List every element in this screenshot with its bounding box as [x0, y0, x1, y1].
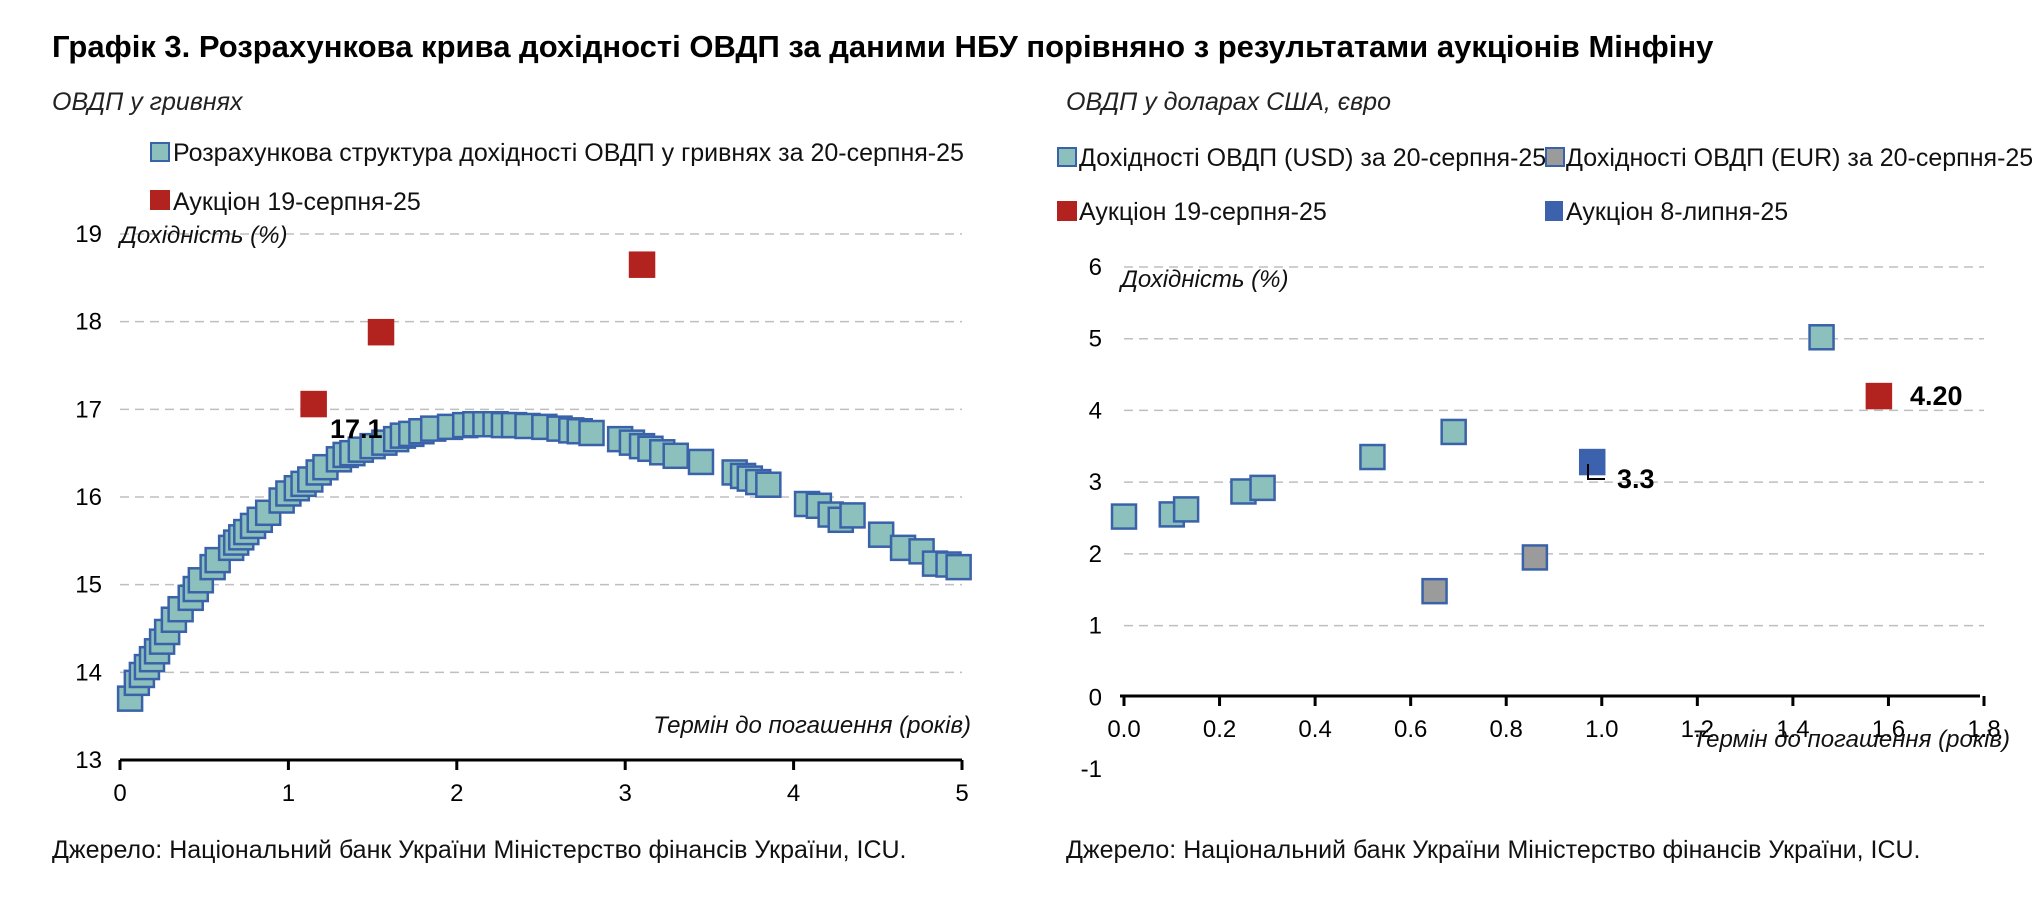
- fx-point-gray: [1521, 544, 1549, 571]
- chart-fx-x-axis-label: Термін до погашення (років): [1692, 726, 2010, 753]
- chart-fx-annotation-0: 4.20: [1910, 381, 1963, 411]
- fx-x-tick-label: 0.4: [1298, 716, 1331, 743]
- uah-point-teal: [839, 502, 866, 529]
- uah-point-teal: [662, 442, 689, 470]
- chart-uah: ОВДП у гривнях Розрахункова структура до…: [52, 88, 972, 864]
- chart-fx-gridlines: [1124, 266, 1984, 627]
- fx-x-tick-label: 0.0: [1107, 716, 1140, 743]
- fx-y-tick-label: 6: [1089, 254, 1102, 281]
- chart-fx-y-axis-label: Дохідність (%): [1118, 266, 1288, 293]
- uah-x-tick-label: 0: [113, 780, 126, 807]
- fx-x-tick-label: 0.6: [1394, 716, 1427, 743]
- chart-fx-leader-line: [1587, 464, 1605, 480]
- chart-uah-legend: Розрахункова структура дохідності ОВДП у…: [150, 139, 964, 216]
- chart-uah-gridlines: [120, 233, 962, 674]
- fx-y-tick-label: 5: [1089, 326, 1102, 353]
- legend-auction-jul-marker: [1545, 201, 1563, 221]
- legend-teal-marker: [150, 142, 170, 162]
- fx-x-tick-label: 1.2: [1681, 716, 1714, 743]
- uah-x-tick-label: 3: [619, 780, 632, 807]
- uah-point-red: [628, 251, 656, 278]
- chart-fx-legend-item-0: Дохідності ОВДП (USD) за 20-серпня-25: [1079, 144, 1546, 172]
- chart-uah-annotation: 17.1: [330, 414, 383, 444]
- uah-y-tick-label: 14: [75, 659, 102, 686]
- fx-y-tick-label: 2: [1089, 541, 1102, 568]
- chart-fx-points: [1110, 324, 1893, 605]
- uah-point-teal: [867, 521, 895, 548]
- uah-point-red: [300, 390, 327, 418]
- fx-point-teal: [1110, 503, 1138, 530]
- fx-point-teal: [1440, 418, 1467, 446]
- uah-point-teal: [687, 448, 715, 476]
- figure-title: Графік 3. Розрахункова крива дохідності …: [52, 29, 1714, 64]
- fx-point-red: [1865, 382, 1893, 410]
- fx-y-tick-label: 1: [1089, 613, 1102, 640]
- uah-x-tick-label: 4: [787, 780, 800, 807]
- uah-x-tick-label: 1: [282, 780, 295, 807]
- fx-x-tick-label: 0.8: [1490, 716, 1523, 743]
- chart-fx-source: Джерело: Національний банк України Мініс…: [1066, 836, 1921, 864]
- chart-fx-legend-item-3: Аукціон 8-липня-25: [1566, 198, 1788, 226]
- fx-point-teal: [1172, 496, 1200, 523]
- fx-x-tick-label: 1.4: [1776, 716, 1809, 743]
- chart-uah-legend-item-0: Розрахункова структура дохідності ОВДП у…: [173, 139, 964, 167]
- fx-y-tick-label: -1: [1081, 756, 1102, 783]
- chart-uah-x-ticks: 0 1 2 3 4 5: [113, 760, 969, 807]
- fx-point-teal: [1359, 443, 1386, 471]
- legend-eur-marker: [1545, 147, 1565, 167]
- fx-x-tick-label: 1.8: [1967, 716, 2000, 743]
- uah-y-tick-label: 16: [75, 484, 102, 511]
- uah-point-teal: [578, 419, 605, 447]
- uah-y-tick-label: 17: [75, 396, 102, 423]
- uah-point-red: [367, 318, 395, 346]
- fx-x-tick-label: 1.6: [1872, 716, 1905, 743]
- uah-point-teal: [945, 553, 972, 581]
- fx-point-blue: [1578, 448, 1606, 476]
- chart-fx-x-ticks: 0.0 0.2 0.4 0.6 0.8 1.0 1.2 1.4 1.6 1.8: [1107, 696, 2001, 743]
- uah-x-tick-label: 5: [955, 780, 968, 807]
- uah-point-teal: [755, 471, 782, 498]
- legend-red-marker: [150, 190, 170, 210]
- chart-uah-y-ticks: 13 14 15 16 17 18 19: [75, 221, 102, 774]
- fx-point-gray: [1421, 577, 1448, 605]
- chart-fx-legend: Дохідності ОВДП (USD) за 20-серпня-25 До…: [1057, 144, 2032, 226]
- legend-auction-aug-marker: [1057, 201, 1077, 221]
- fx-y-tick-label: 0: [1089, 684, 1102, 711]
- fx-x-tick-label: 0.2: [1203, 716, 1236, 743]
- chart-fx-legend-item-1: Дохідності ОВДП (EUR) за 20-серпня-25: [1566, 144, 2032, 172]
- fx-x-tick-label: 1.0: [1585, 716, 1618, 743]
- chart-uah-points: [116, 251, 972, 712]
- fx-y-tick-label: 4: [1089, 397, 1102, 424]
- fx-point-teal: [1808, 324, 1835, 351]
- uah-y-tick-label: 19: [75, 221, 102, 248]
- uah-y-tick-label: 15: [75, 572, 102, 599]
- chart-uah-subtitle: ОВДП у гривнях: [52, 88, 244, 116]
- uah-y-tick-label: 18: [75, 309, 102, 336]
- chart-uah-y-axis-label: Дохідність (%): [117, 222, 287, 249]
- legend-usd-marker: [1057, 147, 1077, 167]
- uah-y-tick-label: 13: [75, 747, 102, 774]
- fx-point-teal: [1249, 474, 1276, 502]
- chart-uah-legend-item-1: Аукціон 19-серпня-25: [173, 188, 421, 216]
- chart-fx: ОВДП у доларах США, євро Дохідності ОВДП…: [1057, 88, 2032, 864]
- uah-x-tick-label: 2: [450, 780, 463, 807]
- chart-uah-source: Джерело: Національний банк України Мініс…: [52, 836, 907, 864]
- chart-uah-x-axis-label: Термін до погашення (років): [653, 712, 971, 739]
- chart-fx-annotation-1: 3.3: [1617, 464, 1655, 494]
- chart-fx-subtitle: ОВДП у доларах США, євро: [1066, 88, 1391, 116]
- fx-y-tick-label: 3: [1089, 469, 1102, 496]
- chart-fx-legend-item-2: Аукціон 19-серпня-25: [1079, 198, 1327, 226]
- chart-fx-y-ticks: -1 0 1 2 3 4 5 6: [1081, 254, 1102, 783]
